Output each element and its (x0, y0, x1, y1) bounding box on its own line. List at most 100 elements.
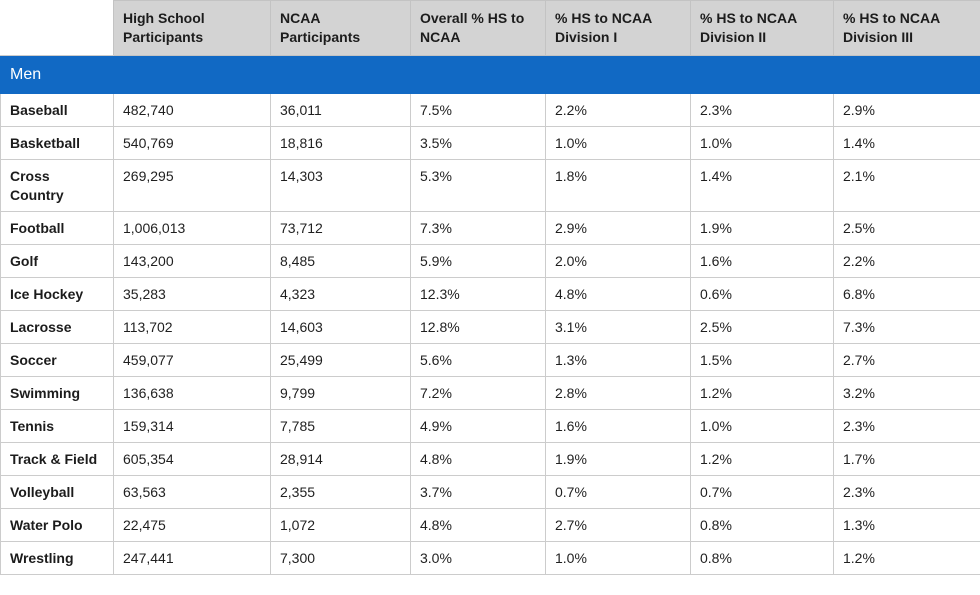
data-cell: 1.5% (690, 343, 834, 377)
data-cell: 0.8% (690, 541, 834, 575)
data-cell: 12.3% (410, 277, 546, 311)
sport-name-cell: Golf (0, 244, 114, 278)
data-cell: 35,283 (113, 277, 271, 311)
data-cell: 2.3% (833, 409, 980, 443)
data-cell: 4.8% (410, 442, 546, 476)
data-cell: 14,603 (270, 310, 411, 344)
data-cell: 3.0% (410, 541, 546, 575)
sport-name-cell: Water Polo (0, 508, 114, 542)
data-cell: 73,712 (270, 211, 411, 245)
data-cell: 25,499 (270, 343, 411, 377)
sport-name-cell: Lacrosse (0, 310, 114, 344)
data-cell: 7.3% (410, 211, 546, 245)
data-cell: 3.1% (545, 310, 691, 344)
data-cell: 3.7% (410, 475, 546, 509)
table-row: Basketball 540,769 18,816 3.5% 1.0% 1.0%… (0, 126, 980, 160)
data-cell: 3.2% (833, 376, 980, 410)
table-row: Baseball 482,740 36,011 7.5% 2.2% 2.3% 2… (0, 93, 980, 127)
data-cell: 2.3% (833, 475, 980, 509)
sport-name-cell: Ice Hockey (0, 277, 114, 311)
sport-name-cell: Basketball (0, 126, 114, 160)
sport-name-cell: Volleyball (0, 475, 114, 509)
data-cell: 6.8% (833, 277, 980, 311)
data-cell: 2,355 (270, 475, 411, 509)
column-header-blank (0, 0, 114, 56)
data-cell: 2.2% (545, 93, 691, 127)
data-cell: 18,816 (270, 126, 411, 160)
data-cell: 1.2% (690, 376, 834, 410)
data-cell: 0.8% (690, 508, 834, 542)
section-header: Men (0, 55, 980, 94)
table-row: Tennis 159,314 7,785 4.9% 1.6% 1.0% 2.3% (0, 409, 980, 443)
data-cell: 1.6% (545, 409, 691, 443)
data-cell: 1.0% (690, 126, 834, 160)
column-header-div3-pct: % HS to NCAA Division III (833, 0, 980, 56)
data-cell: 1.2% (833, 541, 980, 575)
data-cell: 482,740 (113, 93, 271, 127)
table-row: Football 1,006,013 73,712 7.3% 2.9% 1.9%… (0, 211, 980, 245)
table-row: Swimming 136,638 9,799 7.2% 2.8% 1.2% 3.… (0, 376, 980, 410)
data-cell: 540,769 (113, 126, 271, 160)
data-cell: 1.3% (545, 343, 691, 377)
data-cell: 2.1% (833, 159, 980, 212)
section-header-row: Men (0, 55, 980, 94)
data-cell: 0.7% (545, 475, 691, 509)
sport-name-cell: Swimming (0, 376, 114, 410)
data-cell: 2.2% (833, 244, 980, 278)
table-row: Soccer 459,077 25,499 5.6% 1.3% 1.5% 2.7… (0, 343, 980, 377)
data-cell: 1.6% (690, 244, 834, 278)
data-cell: 159,314 (113, 409, 271, 443)
data-cell: 7.3% (833, 310, 980, 344)
data-cell: 136,638 (113, 376, 271, 410)
data-cell: 1,006,013 (113, 211, 271, 245)
table-row: Track & Field 605,354 28,914 4.8% 1.9% 1… (0, 442, 980, 476)
data-cell: 1.0% (690, 409, 834, 443)
data-cell: 113,702 (113, 310, 271, 344)
sport-name-cell: Baseball (0, 93, 114, 127)
sport-name-cell: Cross Country (0, 159, 114, 212)
data-cell: 36,011 (270, 93, 411, 127)
data-cell: 1.2% (690, 442, 834, 476)
data-cell: 2.8% (545, 376, 691, 410)
data-cell: 459,077 (113, 343, 271, 377)
sport-name-cell: Track & Field (0, 442, 114, 476)
data-cell: 1.9% (690, 211, 834, 245)
data-cell: 0.7% (690, 475, 834, 509)
data-cell: 269,295 (113, 159, 271, 212)
data-cell: 7,300 (270, 541, 411, 575)
data-cell: 4.8% (545, 277, 691, 311)
data-cell: 12.8% (410, 310, 546, 344)
data-cell: 0.6% (690, 277, 834, 311)
data-cell: 143,200 (113, 244, 271, 278)
table-row: Ice Hockey 35,283 4,323 12.3% 4.8% 0.6% … (0, 277, 980, 311)
data-cell: 5.6% (410, 343, 546, 377)
data-cell: 9,799 (270, 376, 411, 410)
data-cell: 5.9% (410, 244, 546, 278)
data-cell: 2.9% (833, 93, 980, 127)
data-cell: 63,563 (113, 475, 271, 509)
column-header-overall-pct: Overall % HS to NCAA (410, 0, 546, 56)
data-cell: 605,354 (113, 442, 271, 476)
table-header: High School Participants NCAA Participan… (0, 0, 980, 56)
data-cell: 14,303 (270, 159, 411, 212)
data-cell: 7,785 (270, 409, 411, 443)
data-cell: 2.9% (545, 211, 691, 245)
data-cell: 4,323 (270, 277, 411, 311)
data-cell: 1.3% (833, 508, 980, 542)
data-cell: 1.8% (545, 159, 691, 212)
data-cell: 2.7% (545, 508, 691, 542)
data-cell: 7.5% (410, 93, 546, 127)
data-cell: 22,475 (113, 508, 271, 542)
column-header-ncaa-participants: NCAA Participants (270, 0, 411, 56)
data-cell: 1.4% (690, 159, 834, 212)
data-cell: 2.5% (833, 211, 980, 245)
table-row: Golf 143,200 8,485 5.9% 2.0% 1.6% 2.2% (0, 244, 980, 278)
data-cell: 4.9% (410, 409, 546, 443)
data-cell: 247,441 (113, 541, 271, 575)
data-cell: 28,914 (270, 442, 411, 476)
data-cell: 1,072 (270, 508, 411, 542)
column-header-div2-pct: % HS to NCAA Division II (690, 0, 834, 56)
data-cell: 8,485 (270, 244, 411, 278)
data-cell: 2.7% (833, 343, 980, 377)
column-header-div1-pct: % HS to NCAA Division I (545, 0, 691, 56)
